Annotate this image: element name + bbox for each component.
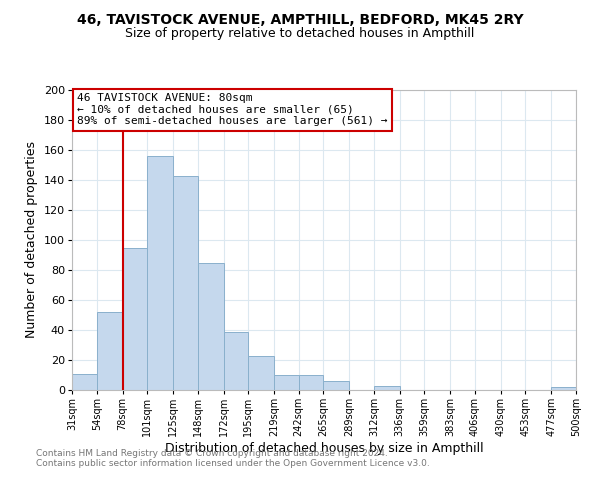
Bar (299, 375, 323, 390)
Bar (122, 248, 147, 390)
Bar (173, 176, 198, 390)
Bar (224, 332, 248, 390)
Text: 46, TAVISTOCK AVENUE, AMPTHILL, BEDFORD, MK45 2RY: 46, TAVISTOCK AVENUE, AMPTHILL, BEDFORD,… (77, 12, 523, 26)
Bar (323, 381, 349, 390)
Bar (198, 262, 224, 390)
Bar (374, 386, 400, 390)
Text: Size of property relative to detached houses in Ampthill: Size of property relative to detached ho… (125, 28, 475, 40)
Bar (248, 356, 274, 390)
Text: Contains public sector information licensed under the Open Government Licence v3: Contains public sector information licen… (36, 458, 430, 468)
Y-axis label: Number of detached properties: Number of detached properties (25, 142, 38, 338)
Text: Contains HM Land Registry data © Crown copyright and database right 2024.: Contains HM Land Registry data © Crown c… (36, 448, 388, 458)
Bar (72, 374, 97, 390)
Bar (274, 375, 299, 390)
Bar (551, 387, 576, 390)
X-axis label: Distribution of detached houses by size in Ampthill: Distribution of detached houses by size … (164, 442, 484, 455)
Text: 46 TAVISTOCK AVENUE: 80sqm
← 10% of detached houses are smaller (65)
89% of semi: 46 TAVISTOCK AVENUE: 80sqm ← 10% of deta… (77, 93, 388, 126)
Bar (147, 156, 173, 390)
Bar (97, 312, 122, 390)
